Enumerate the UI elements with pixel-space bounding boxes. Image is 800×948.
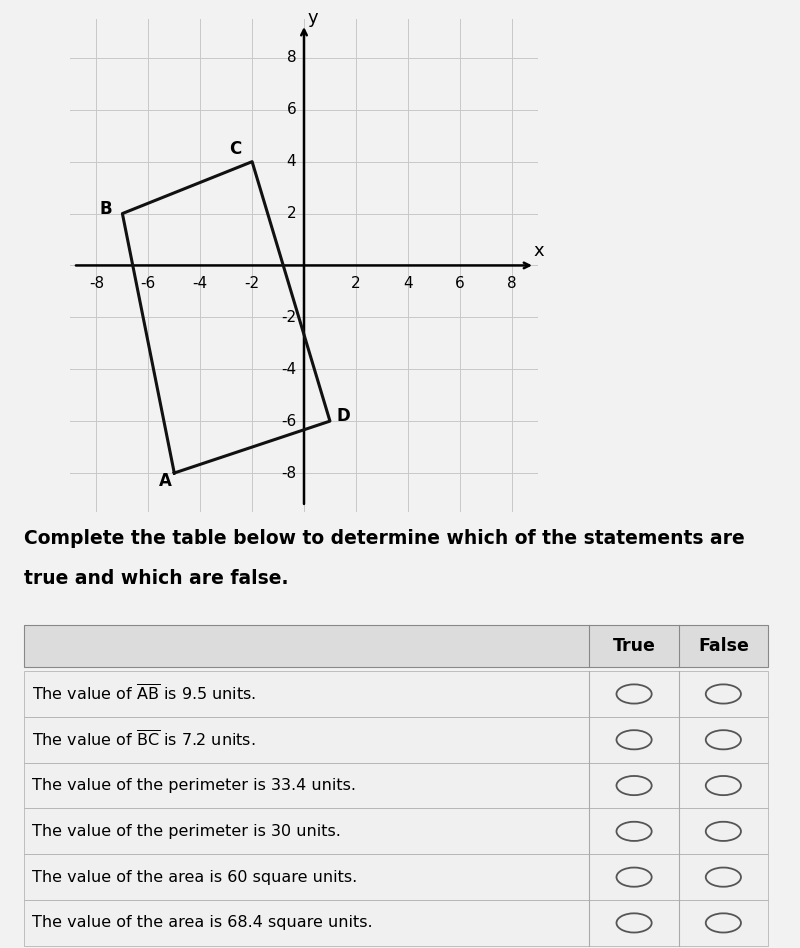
Text: The value of the perimeter is 30 units.: The value of the perimeter is 30 units. bbox=[32, 824, 341, 839]
Text: The value of the perimeter is 33.4 units.: The value of the perimeter is 33.4 units… bbox=[32, 778, 356, 793]
Text: -8: -8 bbox=[89, 276, 104, 291]
Text: -8: -8 bbox=[281, 465, 296, 481]
Text: 6: 6 bbox=[286, 102, 296, 118]
Text: Complete the table below to determine which of the statements are: Complete the table below to determine wh… bbox=[24, 529, 745, 548]
Text: B: B bbox=[99, 199, 112, 217]
Bar bbox=[24, 717, 768, 762]
Text: C: C bbox=[229, 140, 241, 158]
Text: 8: 8 bbox=[506, 276, 516, 291]
Text: -2: -2 bbox=[281, 310, 296, 325]
Text: D: D bbox=[337, 407, 350, 425]
Text: -2: -2 bbox=[245, 276, 260, 291]
Bar bbox=[24, 809, 768, 854]
Text: x: x bbox=[534, 242, 544, 260]
Text: y: y bbox=[308, 9, 318, 27]
Bar bbox=[24, 671, 768, 717]
Text: 2: 2 bbox=[351, 276, 361, 291]
Text: 2: 2 bbox=[286, 206, 296, 221]
Text: The value of $\overline{\mathrm{AB}}$ is 9.5 units.: The value of $\overline{\mathrm{AB}}$ is… bbox=[32, 684, 256, 704]
Text: -4: -4 bbox=[281, 362, 296, 376]
Bar bbox=[24, 900, 768, 946]
Text: 6: 6 bbox=[454, 276, 465, 291]
Text: The value of the area is 60 square units.: The value of the area is 60 square units… bbox=[32, 869, 358, 884]
Text: 8: 8 bbox=[286, 50, 296, 65]
Text: False: False bbox=[698, 637, 749, 655]
Text: The value of $\overline{\mathrm{BC}}$ is 7.2 units.: The value of $\overline{\mathrm{BC}}$ is… bbox=[32, 730, 256, 750]
Text: -4: -4 bbox=[193, 276, 208, 291]
Bar bbox=[24, 854, 768, 900]
Text: A: A bbox=[158, 472, 171, 490]
Text: True: True bbox=[613, 637, 655, 655]
Text: 4: 4 bbox=[286, 155, 296, 169]
Text: true and which are false.: true and which are false. bbox=[24, 569, 289, 588]
Text: -6: -6 bbox=[281, 413, 296, 428]
Text: 4: 4 bbox=[403, 276, 413, 291]
Text: The value of the area is 68.4 square units.: The value of the area is 68.4 square uni… bbox=[32, 916, 373, 930]
Text: -6: -6 bbox=[141, 276, 156, 291]
Bar bbox=[24, 762, 768, 809]
Bar bbox=[24, 626, 768, 666]
